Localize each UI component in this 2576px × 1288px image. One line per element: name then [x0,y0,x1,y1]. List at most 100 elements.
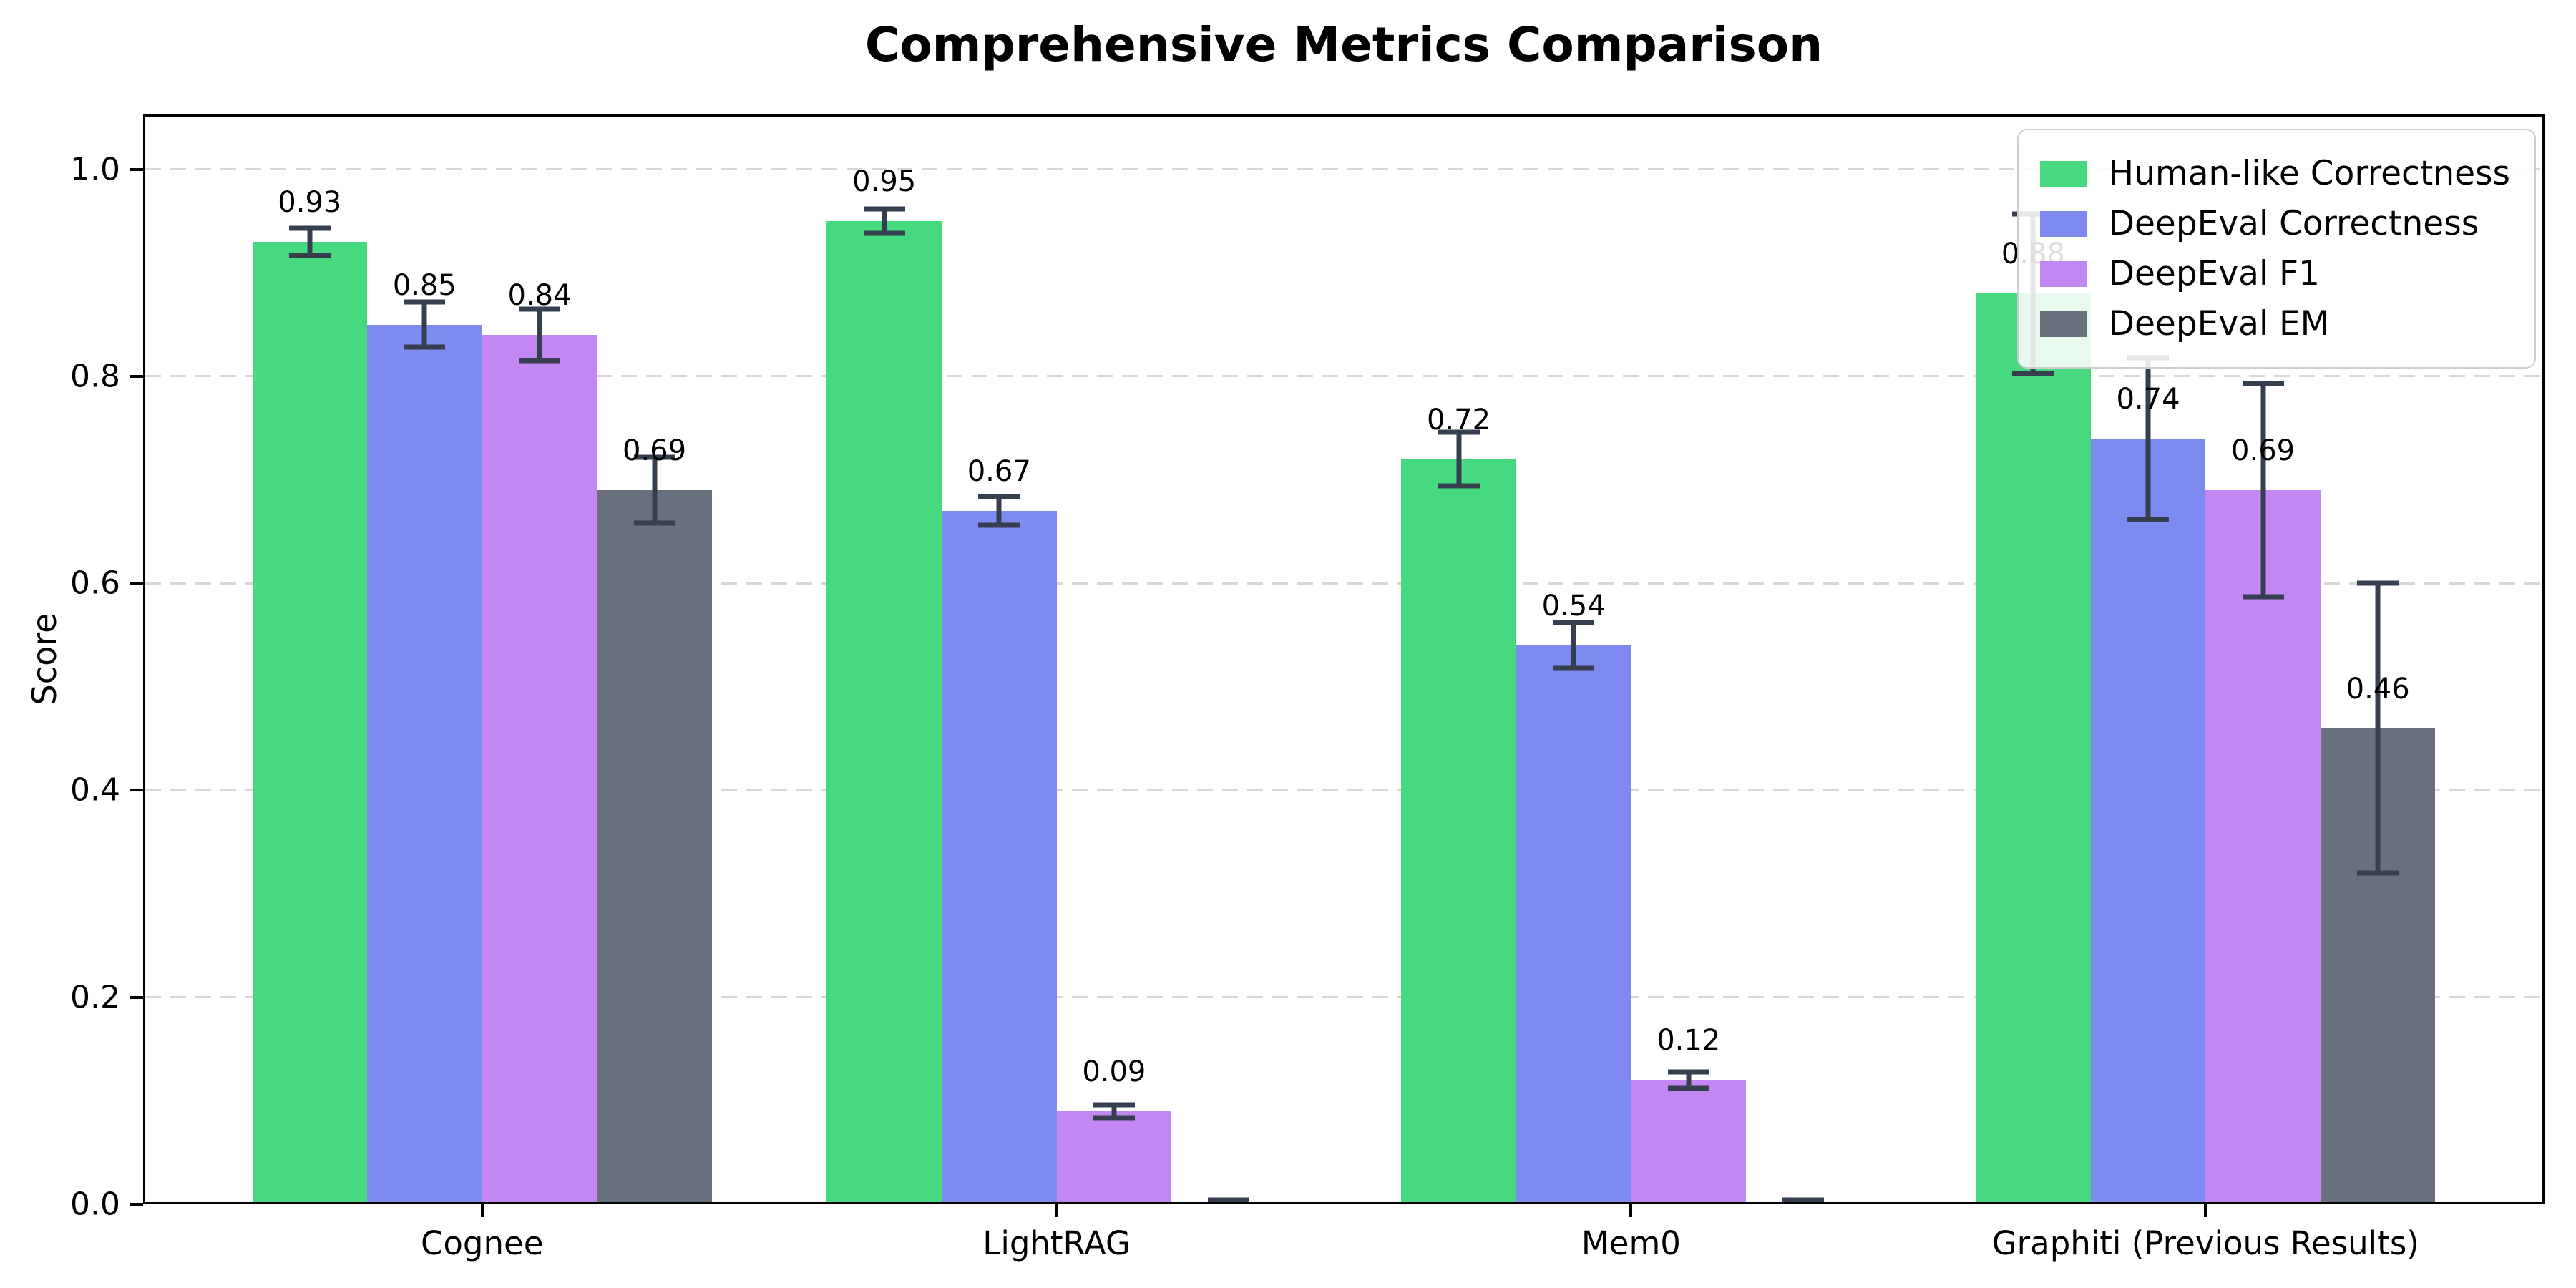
legend-label-deepeval-f1: DeepEval F1 [2108,254,2320,293]
bar-human-like-correctness-2 [1401,459,1516,1204]
error-cap-bottom-deepeval-correctness-0 [404,344,446,350]
error-cap-bottom-deepeval-f1-0 [518,358,560,364]
error-bar-deepeval-f1-2 [1686,1071,1692,1088]
error-cap-bottom-deepeval-em-3 [2357,870,2399,876]
y-tick-label-3: 0.6 [70,565,120,602]
y-tick-label-5: 1.0 [70,151,120,188]
bar-value-label-deepeval-f1-3: 0.69 [2231,434,2296,468]
legend-entry-deepeval-correctness: DeepEval Correctness [2039,204,2510,243]
bar-value-label-deepeval-f1-1: 0.09 [1082,1055,1146,1088]
legend-swatch-deepeval-f1 [2039,260,2087,287]
error-cap-top-deepeval-em-3 [2357,580,2399,586]
error-bar-human-like-correctness-1 [882,208,887,234]
error-cap-bottom-deepeval-f1-3 [2242,594,2284,600]
legend-entry-deepeval-em: DeepEval EM [2039,304,2510,343]
error-cap-bottom-human-like-correctness-3 [2012,371,2054,376]
x-tick-mark-2 [1629,1204,1633,1217]
gridline-0.8 [145,375,2542,378]
error-cap-top-human-like-correctness-2 [1438,429,1480,435]
y-tick-label-1: 0.2 [70,979,120,1016]
y-tick-label-4: 0.8 [70,358,120,395]
gridline-0.2 [145,996,2542,999]
bar-value-label-deepeval-f1-0: 0.84 [507,279,572,313]
error-cap-top-deepeval-correctness-0 [404,299,446,305]
error-bar-deepeval-f1-1 [1111,1105,1117,1118]
bar-human-like-correctness-3 [1976,293,2091,1204]
error-bar-human-like-correctness-2 [1456,432,1462,487]
x-tick-mark-1 [1055,1204,1058,1217]
bar-deepeval-correctness-0 [367,324,482,1204]
bar-human-like-correctness-1 [826,220,942,1204]
bar-value-label-deepeval-correctness-3: 0.74 [2116,382,2180,416]
bar-human-like-correctness-0 [252,241,368,1204]
legend-label-deepeval-em: DeepEval EM [2108,304,2330,343]
error-bar-deepeval-correctness-3 [2145,357,2151,519]
legend-swatch-deepeval-em [2039,311,2087,337]
error-cap-bottom-deepeval-f1-2 [1667,1085,1709,1091]
gridline-0.4 [145,789,2542,791]
error-bar-deepeval-correctness-1 [996,496,1002,526]
y-tick-label-2: 0.4 [70,771,120,809]
error-cap-top-deepeval-f1-0 [518,306,560,312]
gridline-0.6 [145,582,2542,585]
error-cap-top-deepeval-f1-1 [1093,1102,1135,1108]
bar-value-label-human-like-correctness-0: 0.93 [278,185,342,219]
x-axis-line [143,1202,2545,1204]
bar-value-label-deepeval-em-0: 0.69 [623,434,687,468]
legend-swatch-human-like-correctness [2039,160,2087,187]
x-tick-mark-0 [480,1204,484,1217]
error-cap-bottom-human-like-correctness-1 [863,230,905,236]
legend-label-human-like-correctness: Human-like Correctness [2108,154,2510,193]
y-axis-label: Score [25,613,64,706]
error-bar-human-like-correctness-0 [307,228,313,255]
legend-entry-human-like-correctness: Human-like Correctness [2039,154,2510,193]
bar-deepeval-f1-2 [1631,1080,1746,1204]
error-cap-bottom-deepeval-correctness-2 [1553,665,1595,671]
error-cap-top-deepeval-em-2 [1782,1197,1825,1203]
legend: Human-like Correctness DeepEval Correctne… [2016,129,2536,369]
error-bar-deepeval-em-0 [652,457,658,524]
error-cap-bottom-deepeval-f1-1 [1093,1115,1135,1120]
error-bar-deepeval-f1-3 [2260,384,2266,597]
x-tick-label-2: Mem0 [1581,1224,1681,1262]
bar-deepeval-correctness-3 [2090,438,2206,1204]
x-tick-label-3: Graphiti (Previous Results) [1991,1224,2419,1262]
x-tick-label-0: Cognee [420,1224,544,1262]
y-tick-mark-1 [130,995,143,999]
bar-value-label-deepeval-correctness-0: 0.85 [392,268,457,302]
error-cap-bottom-human-like-correctness-0 [288,253,331,258]
error-cap-bottom-deepeval-em-0 [633,520,675,526]
bar-deepeval-f1-3 [2205,490,2321,1204]
y-tick-mark-5 [130,167,143,171]
gridline-1.0 [145,168,2542,171]
bar-value-label-human-like-correctness-1: 0.95 [852,165,917,198]
error-cap-top-human-like-correctness-0 [288,225,331,231]
bar-value-label-human-like-correctness-2: 0.72 [1427,403,1491,436]
error-bar-deepeval-correctness-2 [1571,623,1576,668]
error-cap-top-deepeval-f1-2 [1667,1069,1709,1075]
legend-entry-deepeval-f1: DeepEval F1 [2039,254,2510,293]
error-cap-bottom-human-like-correctness-2 [1438,483,1480,489]
bar-deepeval-correctness-1 [941,510,1057,1204]
error-cap-top-deepeval-em-0 [633,454,675,460]
error-cap-top-deepeval-em-1 [1208,1197,1250,1203]
bar-value-label-deepeval-correctness-1: 0.67 [967,454,1031,488]
bar-deepeval-em-0 [597,490,712,1204]
x-tick-label-1: LightRAG [982,1224,1131,1262]
y-tick-label-0: 0.0 [70,1186,120,1223]
error-bar-deepeval-correctness-0 [421,301,427,348]
error-cap-top-deepeval-correctness-1 [978,494,1020,499]
error-bar-deepeval-em-3 [2375,583,2381,874]
error-bar-deepeval-f1-0 [537,308,542,361]
error-cap-bottom-deepeval-correctness-3 [2127,517,2170,522]
bar-value-label-deepeval-correctness-2: 0.54 [1541,589,1606,623]
chart-title: Comprehensive Metrics Comparison [864,17,1823,72]
error-cap-bottom-deepeval-correctness-1 [978,522,1020,528]
bar-deepeval-f1-0 [482,335,597,1204]
y-tick-mark-3 [130,582,143,585]
legend-swatch-deepeval-correctness [2039,210,2087,237]
bar-deepeval-f1-1 [1056,1111,1172,1204]
y-tick-mark-0 [130,1203,143,1206]
legend-label-deepeval-correctness: DeepEval Correctness [2108,204,2479,243]
